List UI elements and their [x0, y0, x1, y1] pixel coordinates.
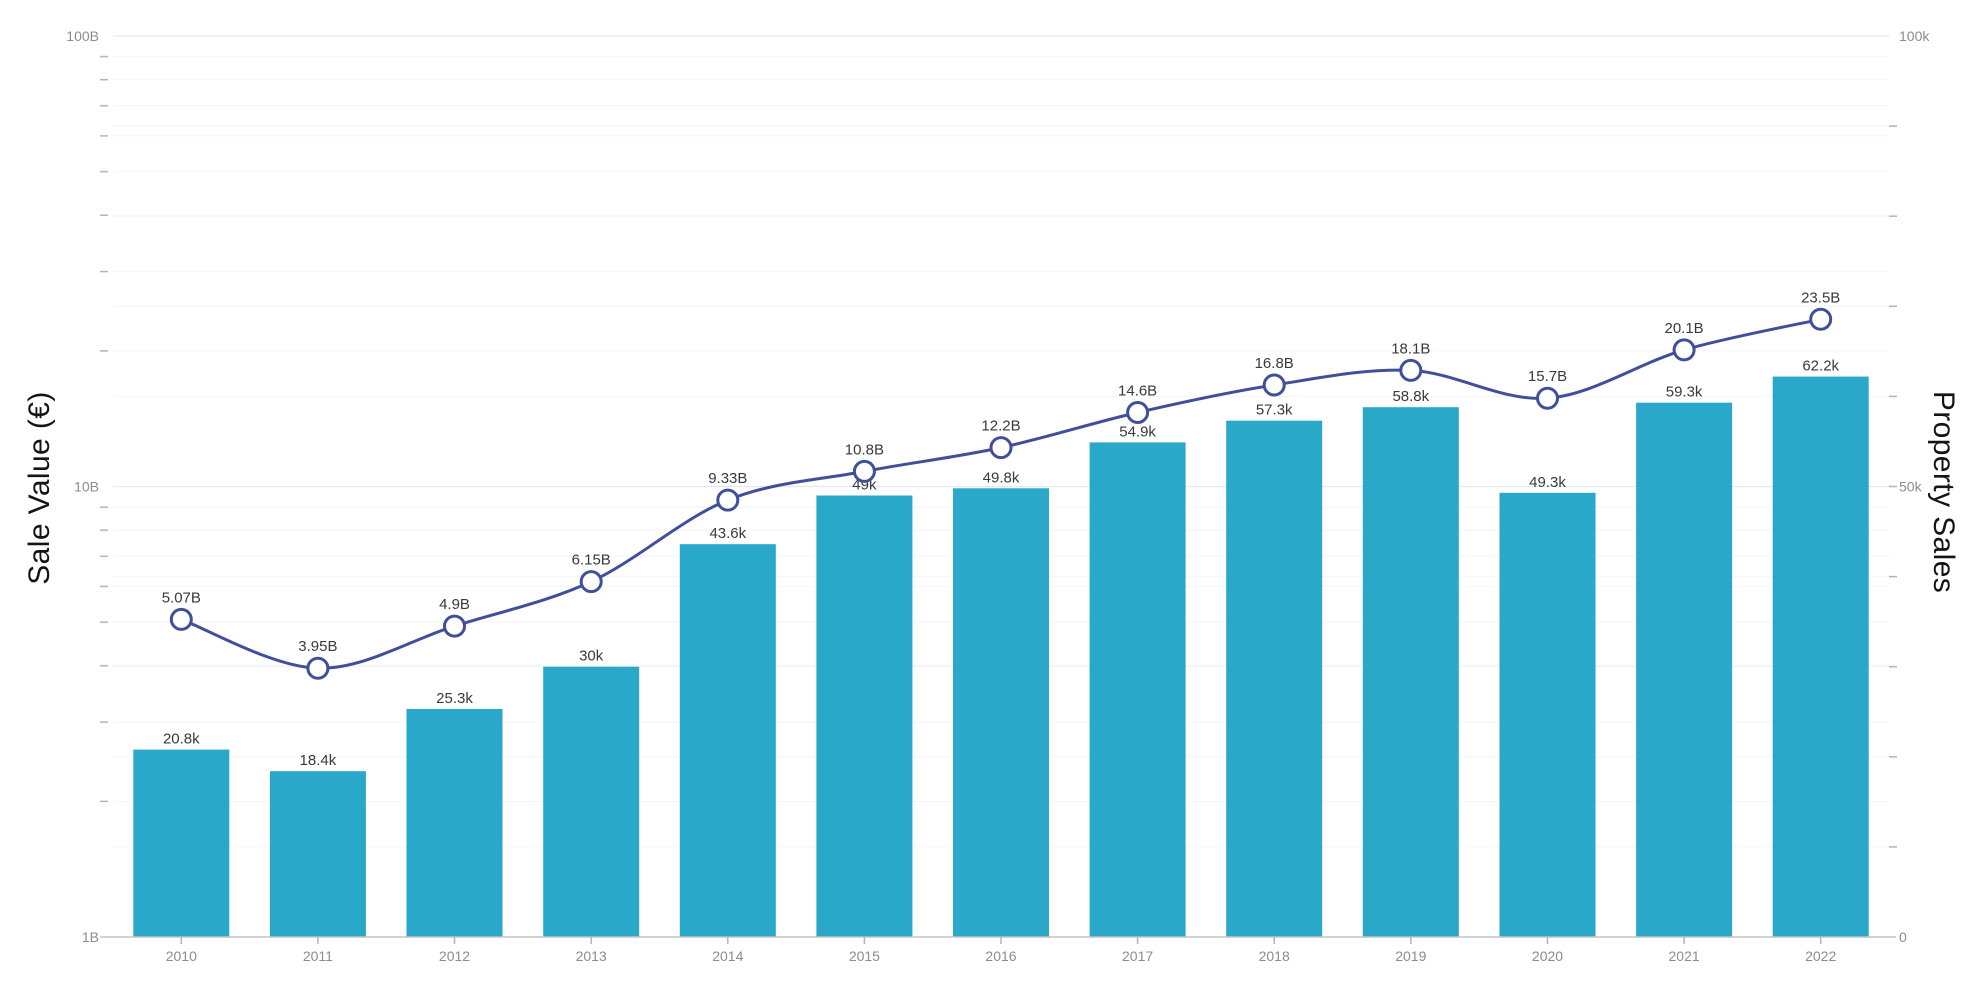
bar-2019[interactable] [1362, 407, 1459, 937]
x-axis-label-2019: 2019 [1395, 948, 1426, 964]
right-axis-label-0: 0 [1899, 929, 1907, 945]
line-label-2016: 12.2B [981, 418, 1020, 435]
bar-label-2021: 59.3k [1666, 384, 1703, 401]
x-axis: 2010 2011 2012 2013 2014 2015 2016 2017 2018 2019… [100, 936, 1896, 964]
line-label-2017: 14.6B [1118, 383, 1157, 400]
line-point-2011[interactable] [306, 656, 330, 680]
bar-label-2020: 49.3k [1529, 474, 1566, 491]
x-axis-label-2016: 2016 [985, 948, 1016, 964]
x-axis-label-2021: 2021 [1669, 948, 1700, 964]
axis-tick-labels: 1B 10B 100B 0 50k 100k [66, 28, 1930, 945]
bar-2013[interactable] [543, 666, 640, 937]
line-series [169, 307, 1833, 680]
line-label-2020: 15.7B [1528, 368, 1567, 385]
bar-2017[interactable] [1089, 442, 1186, 937]
bar-label-2017: 54.9k [1119, 423, 1156, 440]
line-label-2021: 20.1B [1664, 320, 1703, 337]
line-point-2019[interactable] [1399, 358, 1423, 382]
line-point-2021[interactable] [1672, 338, 1696, 362]
line-point-2014[interactable] [716, 488, 740, 512]
bar-2021[interactable] [1636, 402, 1733, 937]
line-point-2022[interactable] [1809, 307, 1833, 331]
bar-2020[interactable] [1499, 492, 1596, 937]
bar-2010[interactable] [133, 749, 230, 937]
bar-2022[interactable] [1772, 376, 1869, 938]
right-axis-label-50k: 50k [1899, 479, 1923, 495]
bar-2014[interactable] [679, 544, 776, 937]
bar-label-2014: 43.6k [709, 525, 746, 542]
bar-label-2012: 25.3k [436, 690, 473, 707]
x-axis-label-2011: 2011 [303, 948, 333, 964]
line-data-labels: 5.07B 3.95B 4.9B 6.15B 9.33B 10.8B 12.2B 14.6B 1… [162, 289, 1841, 655]
line-point-2015[interactable] [852, 459, 876, 483]
line-label-2010: 5.07B [162, 589, 201, 606]
line-point-2018[interactable] [1262, 373, 1286, 397]
bar-label-2011: 18.4k [300, 752, 337, 769]
x-axis-label-2015: 2015 [849, 948, 880, 964]
x-axis-label-2013: 2013 [576, 948, 607, 964]
line-point-2016[interactable] [989, 436, 1013, 460]
axis-ticks [100, 55, 1897, 848]
bar-2018[interactable] [1226, 420, 1323, 937]
line-point-2012[interactable] [443, 614, 466, 638]
x-axis-label-2022: 2022 [1805, 948, 1836, 964]
line-point-2013[interactable] [579, 570, 603, 594]
line-label-2015: 10.8B [845, 441, 884, 458]
line-point-2010[interactable] [169, 607, 193, 631]
bar-series [133, 376, 1869, 938]
bar-2016[interactable] [953, 488, 1049, 937]
x-axis-label-2020: 2020 [1532, 948, 1563, 964]
left-axis-label-100B: 100B [66, 28, 99, 44]
line-label-2012: 4.9B [439, 596, 470, 613]
bar-label-2018: 57.3k [1256, 402, 1293, 419]
left-axis-label-10B: 10B [74, 479, 99, 495]
line-label-2014: 9.33B [708, 470, 747, 487]
bar-label-2013: 30k [579, 648, 604, 665]
right-axis-title: Property Sales [1927, 390, 1960, 594]
major-gridlines [113, 35, 1889, 488]
bar-label-2016: 49.8k [983, 469, 1020, 486]
bar-label-2010: 20.8k [163, 731, 200, 748]
bar-2011[interactable] [269, 771, 366, 937]
x-axis-label-2010: 2010 [166, 948, 197, 964]
line-label-2018: 16.8B [1255, 355, 1294, 372]
x-axis-label-2012: 2012 [439, 948, 470, 964]
x-axis-label-2017: 2017 [1122, 948, 1153, 964]
line-label-2019: 18.1B [1391, 340, 1430, 357]
left-axis-title: Sale Value (€) [23, 391, 56, 585]
bar-label-2019: 58.8k [1392, 388, 1429, 405]
line-label-2011: 3.95B [298, 638, 337, 655]
line-point-2020[interactable] [1536, 386, 1559, 410]
x-axis-label-2018: 2018 [1259, 948, 1290, 964]
left-axis-label-1B: 1B [82, 929, 99, 945]
bar-2012[interactable] [406, 709, 503, 937]
x-axis-label-2014: 2014 [712, 948, 743, 964]
line-label-2022: 23.5B [1801, 289, 1840, 306]
right-axis-label-100k: 100k [1899, 28, 1930, 44]
bar-2015[interactable] [816, 495, 913, 938]
line-point-2017[interactable] [1126, 401, 1150, 424]
bar-label-2022: 62.2k [1802, 358, 1839, 375]
line-label-2013: 6.15B [572, 552, 611, 569]
